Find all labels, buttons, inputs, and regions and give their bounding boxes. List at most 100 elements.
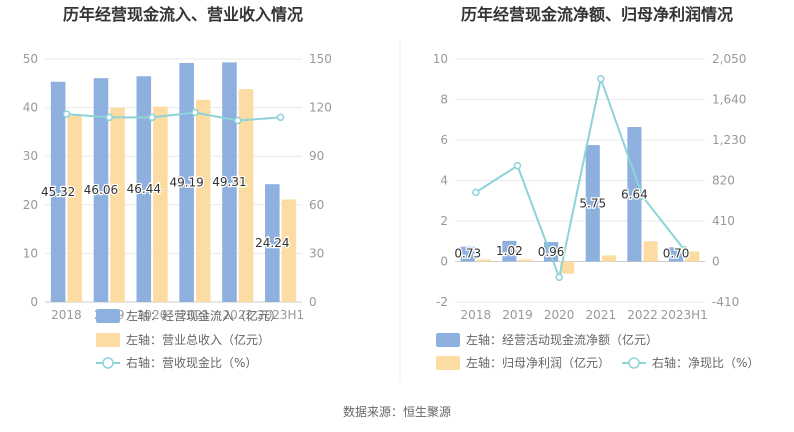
x-axis-tick-label: 2021 [586,308,617,322]
left-axis-tick-label: 0 [30,295,38,309]
data-label: 24.24 [255,236,289,250]
series-line-point [234,116,242,125]
series-line-point [191,108,199,117]
x-axis-tick-label: 2023H1 [661,308,708,322]
right-axis-tick-label: 120 [309,101,332,115]
series-line-point [148,113,156,122]
bar-primary [50,81,66,302]
left-axis-tick-label: 10 [433,52,448,66]
left-axis-tick-label: 2 [440,214,448,228]
series-line-point [62,110,71,118]
right-axis-tick-label: 30 [309,246,324,260]
bar-secondary [518,259,533,262]
data-label: 5.75 [579,196,606,210]
chart-title: 历年经营现金流入、营业收入情况 [63,5,303,24]
right-axis-tick-label: 410 [712,214,735,228]
legend-label: 左轴：经营现金流入（亿元） [126,308,282,323]
source-footer: 数据来源：恒生聚源 [343,404,451,419]
bar-primary [265,184,280,302]
chart-net-cash-flow-profit: 历年经营现金流净额、归母净利润情况 -2 0 2 4 6 8 10 -410 0 410 820 1,2… [433,5,759,370]
x-axis-tick-label: 2018 [461,308,492,322]
data-label: 46.06 [84,183,118,197]
right-axis-tick-label: 0 [712,255,720,269]
x-axis-tick-label: 2018 [51,308,82,322]
left-axis-tick-label: 50 [23,52,38,66]
bar-primary [460,246,475,262]
x-axis-tick-label: 2022 [627,308,658,322]
right-axis-tick-label: -410 [712,295,739,309]
legend-swatch [96,309,120,323]
bar-primary [179,62,194,302]
right-axis-tick-label: 60 [309,198,324,212]
series-line-point [472,188,480,197]
legend-label: 右轴：营收现金比（%） [126,355,257,370]
series-line-point [638,192,647,201]
legend-swatch [96,333,120,347]
x-axis-tick-label: 2020 [137,308,168,322]
bar-secondary [281,199,297,302]
series-line-point [680,245,688,254]
data-label: 49.31 [212,175,246,189]
bar-secondary [195,99,211,302]
series-line-point [276,113,285,122]
bar-secondary [560,261,575,274]
right-axis-tick-label: 2,050 [712,52,746,66]
data-label: 46.44 [127,182,161,196]
bar-primary [93,78,109,302]
series-line-point [105,113,113,122]
legend-label: 右轴：净现比（%） [652,355,759,370]
legend-label: 左轴：归母净利润（亿元） [466,355,610,370]
legend-swatch-point [102,357,114,369]
series-line-point [555,273,563,282]
left-axis-tick-label: 40 [23,101,38,115]
bar-primary [502,240,517,262]
right-axis-tick-label: 90 [309,149,324,163]
bar-secondary [643,241,658,262]
data-label: 0.70 [663,247,690,261]
x-axis-tick-label: 2020 [544,308,575,322]
bar-primary [222,62,237,303]
legend-swatch [436,333,460,347]
legend-swatch [436,356,460,370]
data-label: 45.32 [41,185,75,199]
bar-secondary [601,255,616,262]
series-line-point [597,75,605,83]
x-axis-tick-label: 2019 [502,308,533,322]
bar-primary [585,145,600,262]
left-axis-tick-label: -2 [436,295,448,309]
bar-primary [669,247,684,262]
bar-primary [136,76,152,302]
series-line [475,75,685,281]
right-axis-tick-label: 150 [309,52,332,66]
bar-secondary [685,251,700,262]
left-axis-tick-label: 6 [440,133,448,147]
data-label: 6.64 [621,187,648,201]
right-axis-tick-label: 820 [712,174,735,188]
bar-secondary [476,259,491,262]
right-axis-tick-label: 1,640 [712,93,746,107]
data-label: 0.96 [538,245,565,259]
left-axis-tick-label: 8 [440,93,448,107]
x-axis-tick-label: 2023H1 [257,308,304,322]
x-axis-tick-label: 2021 [180,308,211,322]
left-axis-tick-label: 30 [23,149,38,163]
chart-cash-inflow-revenue: 历年经营现金流入、营业收入情况 0 10 20 30 40 50 0 30 60 90 120 150 2… [23,5,332,370]
left-axis-tick-label: 10 [23,246,38,260]
right-axis-tick-label: 1,230 [712,133,746,147]
legend-swatch-point [628,357,640,369]
bar-secondary [110,107,125,302]
legend-label: 左轴：营业总收入（亿元） [126,332,270,347]
left-axis-tick-label: 4 [440,174,448,188]
left-axis-tick-label: 20 [23,198,38,212]
bar-secondary [153,106,168,303]
left-axis-tick-label: 0 [440,255,448,269]
data-label: 1.02 [496,244,523,258]
bar-secondary [238,89,254,302]
data-label: 49.19 [169,175,203,189]
legend-label: 左轴：经营活动现金流净额（亿元） [466,332,658,347]
x-axis-tick-label: 2022 [222,308,253,322]
right-axis-tick-label: 0 [309,295,317,309]
series-line [66,111,281,122]
bar-secondary [67,114,82,303]
